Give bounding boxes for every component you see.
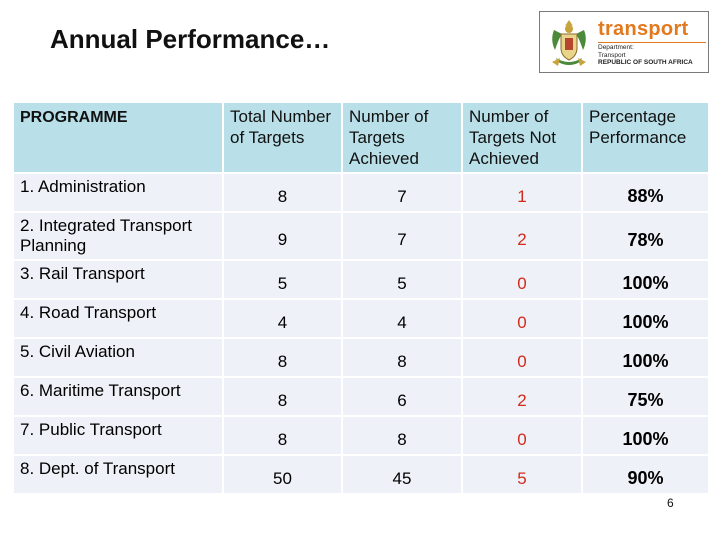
- table-row: 1. Administration 8 7 1 88%: [12, 174, 708, 213]
- cell-not-achieved: 0: [461, 300, 581, 339]
- cell-percentage: 88%: [581, 174, 708, 213]
- logo-wordmark: transport: [598, 18, 689, 40]
- page-number: 6: [667, 496, 674, 510]
- cell-percentage: 75%: [581, 378, 708, 417]
- table-row: 6. Maritime Transport 8 6 2 75%: [12, 378, 708, 417]
- cell-percentage: 100%: [581, 300, 708, 339]
- cell-programme: 6. Maritime Transport: [12, 378, 222, 417]
- cell-total: 8: [222, 378, 341, 417]
- cell-programme: 4. Road Transport: [12, 300, 222, 339]
- cell-achieved: 6: [341, 378, 461, 417]
- cell-programme: 1. Administration: [12, 174, 222, 213]
- department-logo: transport Department: Transport REPUBLIC…: [539, 11, 709, 73]
- cell-achieved: 7: [341, 174, 461, 213]
- logo-line-department: Department:: [598, 44, 634, 51]
- cell-achieved: 8: [341, 339, 461, 378]
- table-row: 8. Dept. of Transport 50 45 5 90%: [12, 456, 708, 495]
- cell-achieved: 4: [341, 300, 461, 339]
- header-percentage-performance: Percentage Performance: [581, 103, 708, 174]
- cell-programme: 7. Public Transport: [12, 417, 222, 456]
- logo-line-transport: Transport: [598, 51, 626, 59]
- table-row: 3. Rail Transport 5 5 0 100%: [12, 261, 708, 300]
- table-row: 4. Road Transport 4 4 0 100%: [12, 300, 708, 339]
- cell-percentage: 90%: [581, 456, 708, 495]
- cell-not-achieved: 2: [461, 378, 581, 417]
- cell-total: 5: [222, 261, 341, 300]
- table-row: 2. Integrated Transport Planning 9 7 2 7…: [12, 213, 708, 261]
- cell-programme: 8. Dept. of Transport: [12, 456, 222, 495]
- cell-not-achieved: 0: [461, 417, 581, 456]
- cell-achieved: 8: [341, 417, 461, 456]
- cell-percentage: 100%: [581, 261, 708, 300]
- cell-programme: 5. Civil Aviation: [12, 339, 222, 378]
- header-programme: PROGRAMME: [12, 103, 222, 174]
- header-targets-achieved: Number of Targets Achieved: [341, 103, 461, 174]
- cell-not-achieved: 0: [461, 339, 581, 378]
- table-header-row: PROGRAMME Total Number of Targets Number…: [12, 103, 708, 174]
- slide-title: Annual Performance…: [50, 24, 331, 54]
- coat-of-arms-icon: [552, 20, 586, 66]
- cell-total: 4: [222, 300, 341, 339]
- cell-total: 8: [222, 339, 341, 378]
- table-row: 7. Public Transport 8 8 0 100%: [12, 417, 708, 456]
- performance-table: PROGRAMME Total Number of Targets Number…: [12, 103, 708, 495]
- cell-total: 9: [222, 213, 341, 261]
- cell-percentage: 100%: [581, 339, 708, 378]
- cell-total: 8: [222, 417, 341, 456]
- cell-not-achieved: 1: [461, 174, 581, 213]
- table-row: 5. Civil Aviation 8 8 0 100%: [12, 339, 708, 378]
- cell-achieved: 45: [341, 456, 461, 495]
- cell-percentage: 78%: [581, 213, 708, 261]
- header-targets-not-achieved: Number of Targets Not Achieved: [461, 103, 581, 174]
- cell-not-achieved: 2: [461, 213, 581, 261]
- cell-total: 50: [222, 456, 341, 495]
- cell-not-achieved: 0: [461, 261, 581, 300]
- logo-department-text: Department: Transport REPUBLIC OF SOUTH …: [598, 44, 706, 67]
- logo-line-rsa: REPUBLIC OF SOUTH AFRICA: [598, 59, 693, 66]
- cell-achieved: 7: [341, 213, 461, 261]
- cell-programme: 3. Rail Transport: [12, 261, 222, 300]
- cell-percentage: 100%: [581, 417, 708, 456]
- cell-total: 8: [222, 174, 341, 213]
- header-total-targets: Total Number of Targets: [222, 103, 341, 174]
- cell-programme: 2. Integrated Transport Planning: [12, 213, 222, 261]
- cell-achieved: 5: [341, 261, 461, 300]
- logo-divider: [598, 42, 706, 43]
- cell-not-achieved: 5: [461, 456, 581, 495]
